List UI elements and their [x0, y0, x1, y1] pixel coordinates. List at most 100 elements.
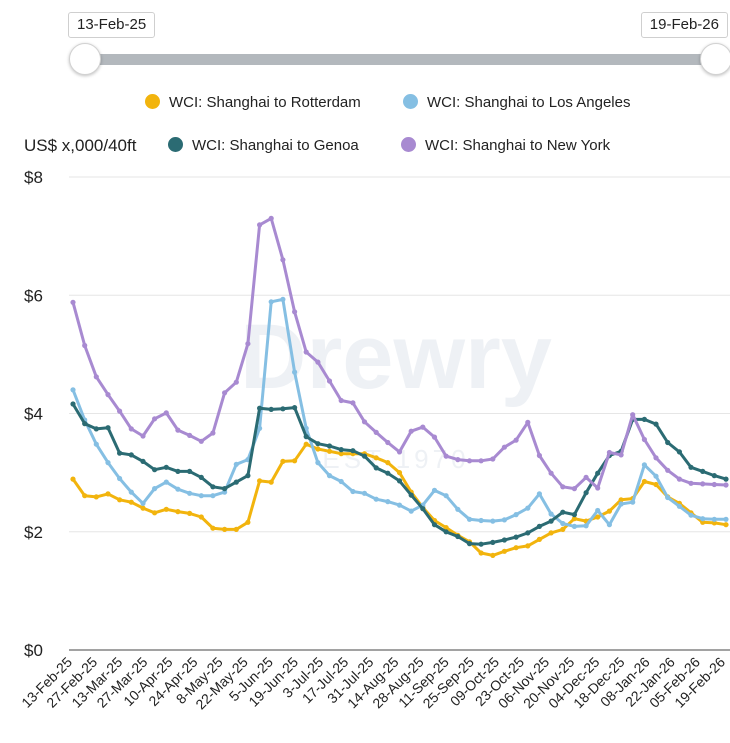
- data-point-2-40: [536, 523, 543, 529]
- data-point-3-1: [82, 342, 88, 349]
- data-point-0-0: [70, 476, 76, 482]
- data-point-2-32: [443, 529, 449, 535]
- legend-marker-rotterdam: [145, 94, 160, 109]
- data-point-2-22: [326, 443, 333, 449]
- data-point-0-36: [490, 552, 496, 558]
- data-point-3-13: [222, 390, 228, 396]
- data-point-0-11: [198, 514, 204, 520]
- range-end-label: 19-Feb-26: [640, 12, 728, 38]
- legend-marker-new-york: [401, 137, 416, 152]
- data-point-2-9: [175, 468, 181, 474]
- data-point-1-38: [513, 512, 519, 518]
- data-point-0-5: [128, 499, 134, 505]
- data-point-0-7: [152, 510, 158, 516]
- data-point-0-40: [536, 536, 543, 542]
- data-point-3-34: [466, 458, 473, 464]
- data-point-3-30: [420, 424, 426, 430]
- data-point-0-28: [396, 470, 403, 476]
- data-point-2-12: [210, 484, 216, 490]
- data-point-3-3: [105, 392, 111, 398]
- data-point-2-39: [525, 530, 531, 536]
- data-point-1-2: [93, 441, 99, 447]
- data-point-1-53: [688, 512, 694, 518]
- range-start-handle[interactable]: [69, 43, 101, 75]
- data-point-3-36: [490, 456, 496, 462]
- data-point-2-37: [501, 537, 507, 543]
- data-point-0-19: [292, 458, 298, 464]
- data-point-0-8: [163, 506, 169, 512]
- data-point-2-10: [187, 468, 193, 474]
- data-point-0-41: [548, 530, 554, 536]
- legend-label-rotterdam: WCI: Shanghai to Rotterdam: [169, 94, 361, 111]
- data-point-2-25: [361, 453, 368, 459]
- data-point-1-36: [490, 518, 496, 524]
- data-point-1-49: [641, 462, 648, 468]
- data-point-3-48: [630, 412, 636, 418]
- data-point-3-31: [431, 434, 438, 440]
- data-point-1-31: [431, 487, 438, 493]
- data-point-2-44: [583, 490, 589, 496]
- data-point-0-32: [443, 525, 449, 531]
- data-point-2-13: [222, 486, 228, 492]
- data-point-1-44: [583, 523, 589, 529]
- data-point-2-27: [385, 470, 391, 476]
- data-point-2-0: [70, 401, 76, 407]
- data-point-1-47: [618, 501, 624, 507]
- data-point-0-50: [653, 481, 659, 488]
- data-point-0-17: [268, 479, 274, 485]
- data-point-0-4: [117, 497, 123, 503]
- legend-item-los-angeles[interactable]: WCI: Shanghai to Los Angeles: [403, 94, 630, 111]
- legend-item-rotterdam[interactable]: WCI: Shanghai to Rotterdam: [145, 94, 361, 111]
- data-point-3-4: [117, 408, 123, 414]
- data-point-0-45: [595, 514, 601, 520]
- data-point-1-12: [210, 493, 216, 499]
- data-point-2-7: [152, 467, 158, 473]
- data-point-1-46: [606, 522, 613, 528]
- data-point-2-1: [82, 421, 88, 427]
- data-point-1-42: [560, 520, 566, 527]
- data-point-2-35: [478, 541, 484, 547]
- data-point-2-5: [128, 452, 134, 458]
- data-point-3-35: [478, 458, 484, 464]
- data-point-1-5: [128, 489, 134, 495]
- data-point-3-47: [618, 452, 624, 458]
- data-point-1-40: [536, 491, 543, 497]
- data-point-3-56: [723, 482, 729, 488]
- data-point-0-37: [501, 548, 507, 554]
- data-point-3-17: [268, 215, 274, 221]
- data-point-3-9: [175, 427, 181, 433]
- data-point-3-2: [93, 374, 99, 380]
- data-point-3-53: [688, 480, 694, 486]
- data-point-1-14: [233, 461, 239, 467]
- data-point-2-3: [105, 425, 111, 431]
- data-point-3-32: [443, 453, 449, 459]
- data-point-1-10: [187, 490, 193, 496]
- y-tick-label-2: $4: [24, 405, 43, 424]
- data-point-1-25: [361, 490, 368, 496]
- data-point-0-1: [82, 493, 88, 499]
- data-point-0-14: [233, 526, 239, 532]
- data-point-0-35: [478, 550, 484, 556]
- data-point-3-8: [163, 410, 169, 416]
- slider-track[interactable]: [84, 54, 714, 65]
- data-point-1-43: [571, 523, 578, 529]
- legend-item-genoa[interactable]: WCI: Shanghai to Genoa: [168, 137, 359, 154]
- data-point-1-27: [385, 499, 391, 505]
- data-point-1-0: [70, 387, 76, 393]
- data-point-0-16: [257, 478, 263, 484]
- range-end-handle[interactable]: [700, 43, 730, 75]
- data-point-1-55: [711, 516, 717, 522]
- data-point-3-54: [700, 481, 706, 487]
- data-point-2-43: [571, 512, 578, 518]
- data-point-3-20: [303, 349, 309, 355]
- data-point-1-35: [478, 517, 484, 524]
- legend-item-new-york[interactable]: WCI: Shanghai to New York: [401, 137, 610, 154]
- range-start-label: 13-Feb-25: [68, 12, 156, 38]
- data-point-0-56: [723, 522, 729, 528]
- legend-label-los-angeles: WCI: Shanghai to Los Angeles: [427, 94, 631, 111]
- data-point-3-51: [665, 467, 671, 473]
- data-point-1-24: [350, 488, 356, 495]
- data-point-2-4: [117, 450, 123, 456]
- date-range-slider[interactable]: 13-Feb-25 19-Feb-26: [0, 0, 730, 80]
- data-point-2-36: [490, 539, 496, 545]
